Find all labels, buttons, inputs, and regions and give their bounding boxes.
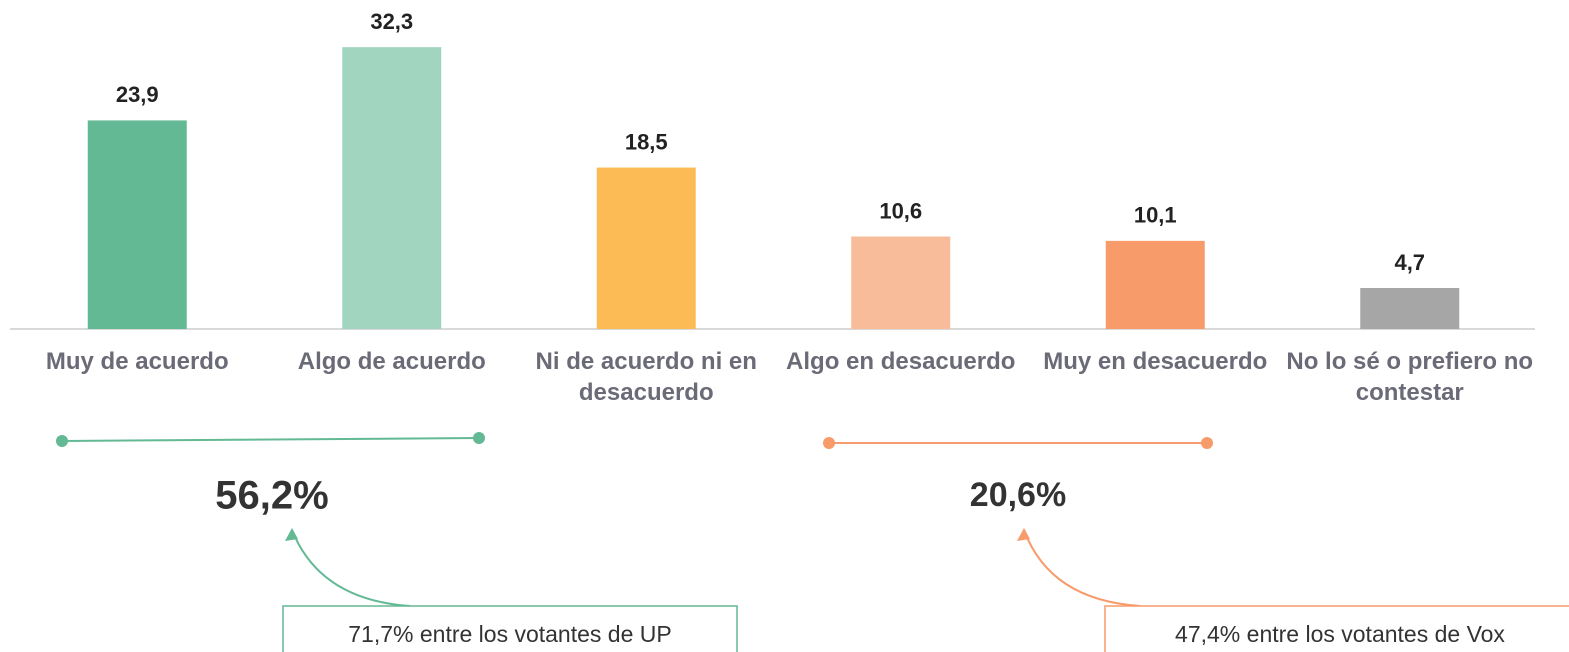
bar [342, 47, 442, 330]
value-label: 18,5 [625, 129, 668, 154]
arrow-head [285, 528, 298, 541]
category-label: Ni de acuerdo ni en desacuerdo [535, 348, 757, 406]
group-dot [473, 432, 485, 444]
category-label: Algo de acuerdo [297, 348, 486, 375]
category-label: Muy de acuerdo [45, 348, 229, 375]
group-dot [1201, 437, 1213, 449]
category-label: Algo en desacuerdo [786, 348, 1016, 375]
note: 71,7% entre los votantes de UP [348, 621, 671, 647]
value-label: 10,1 [1134, 203, 1177, 228]
value-label: 23,9 [116, 82, 159, 107]
bar [1360, 287, 1460, 329]
bar [851, 236, 951, 329]
group-dot [56, 435, 68, 447]
value-label: 10,6 [879, 198, 922, 223]
group-dot [823, 437, 835, 449]
note-box [1104, 605, 1569, 652]
arrow [291, 529, 411, 607]
bar [596, 167, 696, 329]
group-line [61, 437, 480, 442]
bar [1105, 240, 1205, 329]
bar [87, 120, 187, 329]
arrow-head [1017, 528, 1030, 541]
group-total: 56,2% [215, 474, 328, 518]
value-label: 4,7 [1394, 250, 1425, 275]
note-box [282, 605, 738, 652]
note: 47,4% entre los votantes de Vox [1175, 621, 1505, 647]
arrow [1023, 529, 1141, 607]
category-label: No lo sé o prefiero no contestar [1286, 348, 1534, 406]
group-total: 20,6% [970, 476, 1066, 514]
category-label: Muy en desacuerdo [1043, 348, 1268, 375]
value-label: 32,3 [370, 9, 413, 34]
